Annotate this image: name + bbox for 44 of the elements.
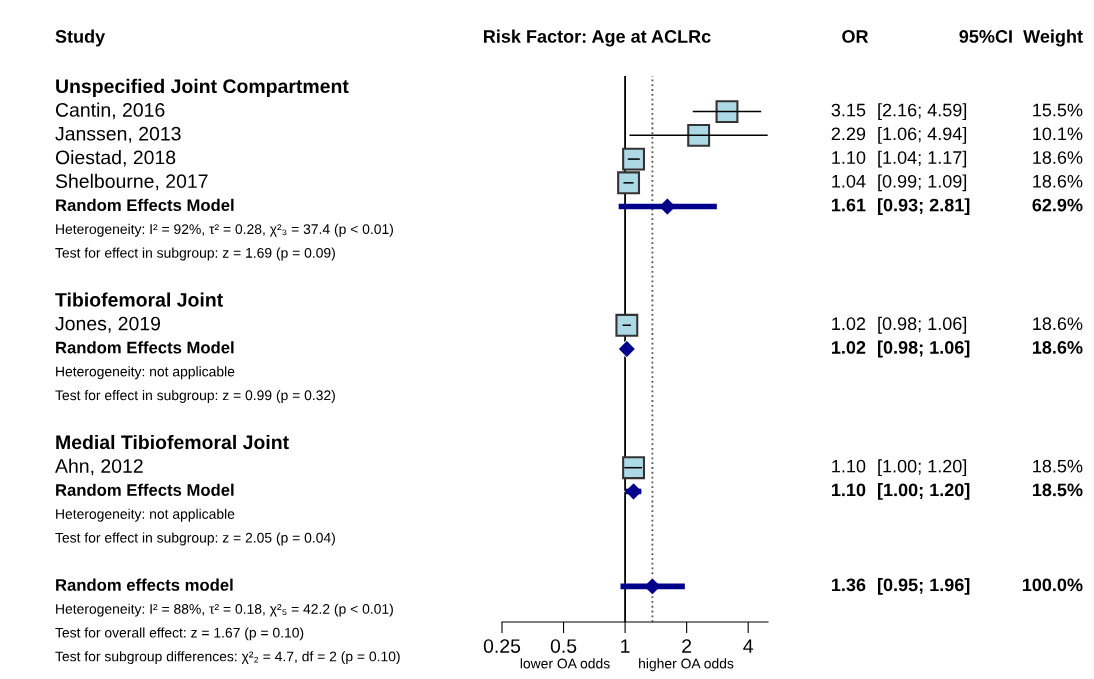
annotation: higher OA odds [639,658,734,672]
y-tick-label: Test for effect in subgroup: z = 2.05 (p = 0.04) [55,532,335,546]
chart-title: Risk Factor: Age at ACLRc [484,29,711,47]
y-tick-label: Test for effect in subgroup: z = 1.69 (p = 0.09) [55,247,335,261]
y-tick-label: Medial Tibiofemoral Joint [56,434,289,450]
y-tick-label: Unspecified Joint Compartment [56,78,349,97]
text: OR [842,30,869,43]
y-tick-label: Random Effects Model [56,341,234,354]
text: 1.61 [0.93; 2.81] 62.9% [832,198,1083,215]
text: Weight [1023,29,1083,47]
y-tick-label: Heterogeneity: not applicable [56,366,235,380]
text: 2.29 [1.06; 4.94] 10.1% [831,126,1083,144]
text: 1.04 [0.99; 1.09] 18.6% [832,174,1083,192]
text: Study [55,29,106,47]
y-tick-label: Cantin, 2016 [55,102,165,120]
y-tick-label: Janssen, 2013 [55,126,181,143]
x-tick-label: 4 [743,639,754,653]
text: 95%CI [959,30,1012,43]
x-tick-label: 0.25 [483,639,521,653]
text: 1.02 [0.98; 1.06] 18.6% [832,340,1083,358]
y-tick-label: Test for subgroup differences: χ²₂ = 4.7, df = 2 (p = 0.10) [55,651,400,665]
x-tick-label: 0.5 [550,639,577,653]
y-tick-label: Random Effects Model [56,198,234,212]
text: 1.36 [0.95; 1.96] 100.0% [832,577,1083,595]
y-tick-label: Random effects model [56,578,233,591]
annotation: lower OA odds [520,658,610,669]
text: 3.15 [2.16; 4.59] 15.5% [831,103,1083,121]
x-tick-label: 1 [621,639,630,653]
x-tick-label: 2 [682,639,692,653]
y-tick-label: Tibiofemoral Joint [55,292,223,307]
y-tick-label: Test for overall effect: z = 1.67 (p = 0.10) [55,627,304,641]
y-tick-label: Ahn, 2012 [55,458,143,476]
y-tick-label: Heterogeneity: I² = 92%, τ² = 0.28, χ²₃ = 37.4 (p < 0.01) [56,223,393,237]
y-tick-label: Random Effects Model [56,483,234,496]
y-tick-label: Test for effect in subgroup: z = 0.99 (p = 0.32) [55,390,335,403]
y-tick-label: Shelbourne, 2017 [55,173,208,191]
y-tick-label: Oiestad, 2018 [55,150,176,167]
text: 1.10 [1.04; 1.17] 18.6% [832,150,1083,168]
text: 1.02 [0.98; 1.06] 18.6% [832,316,1083,334]
text: 1.10 [1.00; 1.20] 18.5% [832,459,1083,477]
y-tick-label: Jones, 2019 [55,316,161,333]
y-tick-label: Heterogeneity: I² = 88%, τ² = 0.18, χ²₅ = 42.2 (p < 0.01) [56,603,393,617]
text: 1.10 [1.00; 1.20] 18.5% [832,483,1083,500]
y-tick-label: Heterogeneity: not applicable [56,508,235,522]
